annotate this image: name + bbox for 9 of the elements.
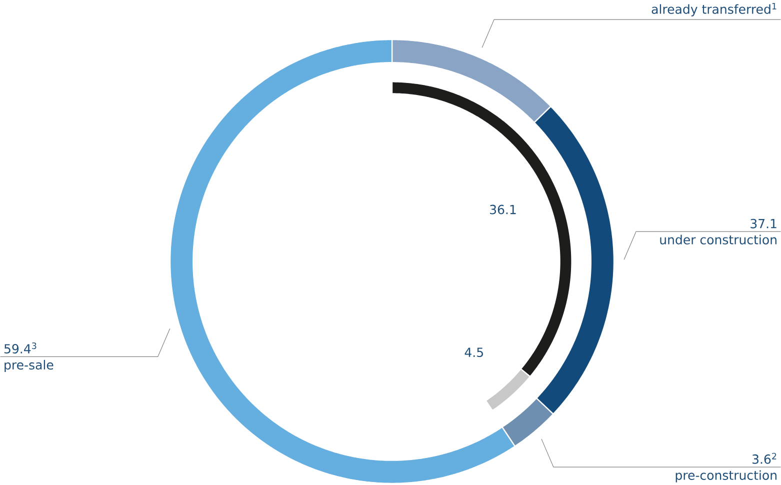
data-label: 36.1 (490, 204, 516, 214)
slice-label: already transferred$^{1}$ (652, 2, 776, 16)
text: 37.1 (750, 218, 776, 228)
slice-label: pre-sale (4, 360, 54, 372)
data-label: 4.5 (464, 348, 483, 357)
data-label: 3.6$^{2}$ (752, 452, 776, 464)
data-label: 59.4$^{3}$ (4, 342, 36, 354)
slice-label: under construction (660, 234, 776, 244)
slice-label: pre-construction (676, 470, 776, 482)
